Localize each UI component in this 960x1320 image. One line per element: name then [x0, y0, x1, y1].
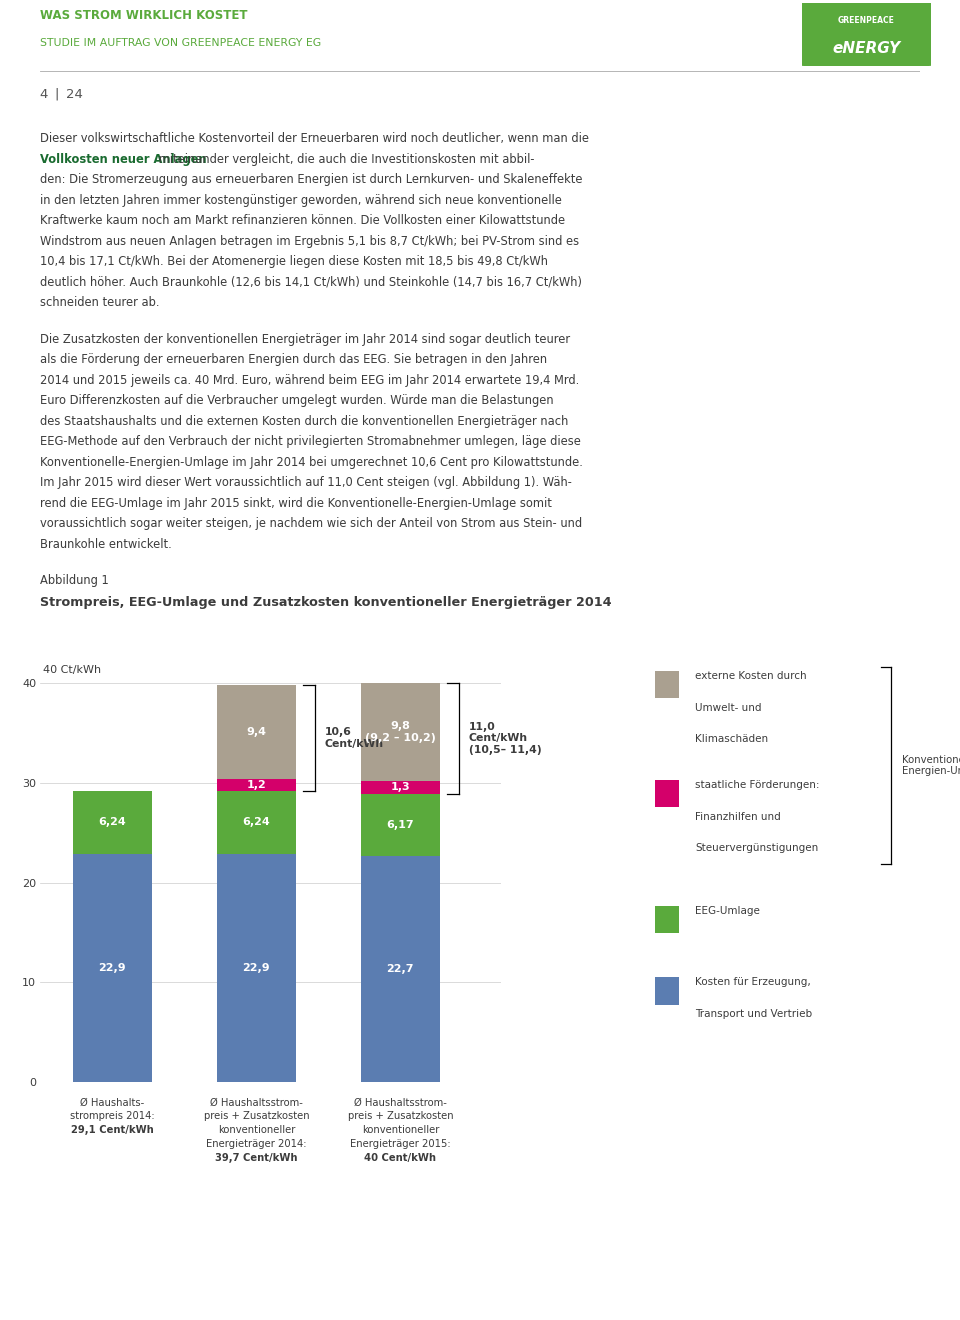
Text: 22,9: 22,9 — [99, 964, 126, 973]
Text: Konventionelle-
Energien-Umlage: Konventionelle- Energien-Umlage — [902, 755, 960, 776]
Text: miteinander vergleicht, die auch die Investitionskosten mit abbil-: miteinander vergleicht, die auch die Inv… — [156, 153, 535, 166]
Bar — [655, 780, 679, 808]
Bar — [217, 779, 296, 791]
Bar — [361, 855, 440, 1082]
Bar — [361, 781, 440, 793]
Text: staatliche Förderungen:: staatliche Förderungen: — [695, 780, 820, 791]
Text: Energieträger 2014:: Energieträger 2014: — [206, 1139, 306, 1148]
Bar — [73, 854, 152, 1082]
Bar — [361, 682, 440, 781]
Text: Konventionelle-Energien-Umlage im Jahr 2014 bei umgerechnet 10,6 Cent pro Kilowa: Konventionelle-Energien-Umlage im Jahr 2… — [40, 455, 583, 469]
Text: 6,24: 6,24 — [99, 817, 126, 828]
Text: 10,4 bis 17,1 Ct/kWh. Bei der Atomenergie liegen diese Kosten mit 18,5 bis 49,8 : 10,4 bis 17,1 Ct/kWh. Bei der Atomenergi… — [40, 255, 548, 268]
Text: 9,4: 9,4 — [247, 727, 266, 737]
Text: Energieträger 2015:: Energieträger 2015: — [350, 1139, 450, 1148]
Text: EEG-Umlage: EEG-Umlage — [695, 906, 760, 916]
Text: Ø Haushaltsstrom-: Ø Haushaltsstrom- — [210, 1097, 302, 1107]
Text: Umwelt- und: Umwelt- und — [695, 702, 761, 713]
Text: Transport und Vertrieb: Transport und Vertrieb — [695, 1008, 812, 1019]
Text: Klimaschäden: Klimaschäden — [695, 734, 768, 744]
Bar — [655, 906, 679, 933]
Text: 10,6
Cent/kWh: 10,6 Cent/kWh — [324, 727, 384, 748]
Text: Kosten für Erzeugung,: Kosten für Erzeugung, — [695, 977, 811, 987]
Text: 40 Cent/kWh: 40 Cent/kWh — [365, 1152, 436, 1163]
Bar — [217, 854, 296, 1082]
Text: Finanzhilfen und: Finanzhilfen und — [695, 812, 780, 821]
Text: Dieser volkswirtschaftliche Kostenvorteil der Erneuerbaren wird noch deutlicher,: Dieser volkswirtschaftliche Kostenvortei… — [40, 132, 589, 145]
Text: Windstrom aus neuen Anlagen betragen im Ergebnis 5,1 bis 8,7 Ct/kWh; bei PV-Stro: Windstrom aus neuen Anlagen betragen im … — [40, 235, 580, 248]
Text: 6,17: 6,17 — [387, 820, 414, 830]
Text: schneiden teurer ab.: schneiden teurer ab. — [40, 296, 159, 309]
Text: Im Jahr 2015 wird dieser Wert voraussichtlich auf 11,0 Cent steigen (vgl. Abbild: Im Jahr 2015 wird dieser Wert voraussich… — [40, 477, 572, 490]
Text: 11,0
Cent/kWh
(10,5– 11,4): 11,0 Cent/kWh (10,5– 11,4) — [468, 722, 541, 755]
Bar — [73, 791, 152, 854]
Text: Vollkosten neuer Anlagen: Vollkosten neuer Anlagen — [40, 153, 207, 166]
Bar — [217, 685, 296, 779]
Text: voraussichtlich sogar weiter steigen, je nachdem wie sich der Anteil von Strom a: voraussichtlich sogar weiter steigen, je… — [40, 517, 583, 531]
Text: als die Förderung der erneuerbaren Energien durch das EEG. Sie betragen in den J: als die Förderung der erneuerbaren Energ… — [40, 354, 547, 367]
Text: preis + Zusatzkosten: preis + Zusatzkosten — [348, 1111, 453, 1121]
Bar — [217, 791, 296, 854]
Text: 1,2: 1,2 — [247, 780, 266, 791]
Text: Die Zusatzkosten der konventionellen Energieträger im Jahr 2014 sind sogar deutl: Die Zusatzkosten der konventionellen Ene… — [40, 333, 570, 346]
Text: des Staatshaushalts und die externen Kosten durch die konventionellen Energieträ: des Staatshaushalts und die externen Kos… — [40, 414, 568, 428]
Text: den: Die Stromerzeugung aus erneuerbaren Energien ist durch Lernkurven- und Skal: den: Die Stromerzeugung aus erneuerbaren… — [40, 173, 583, 186]
Bar — [655, 977, 679, 1005]
FancyBboxPatch shape — [799, 3, 934, 66]
Text: 9,8
(9,2 – 10,2): 9,8 (9,2 – 10,2) — [365, 721, 436, 743]
Text: externe Kosten durch: externe Kosten durch — [695, 671, 806, 681]
Text: konventioneller: konventioneller — [218, 1125, 295, 1135]
Text: Steuervergünstigungen: Steuervergünstigungen — [695, 843, 818, 853]
Text: strompreis 2014:: strompreis 2014: — [70, 1111, 155, 1121]
Text: preis + Zusatzkosten: preis + Zusatzkosten — [204, 1111, 309, 1121]
Text: Ø Haushaltsstrom-: Ø Haushaltsstrom- — [354, 1097, 446, 1107]
Text: 2014 und 2015 jeweils ca. 40 Mrd. Euro, während beim EEG im Jahr 2014 erwartete : 2014 und 2015 jeweils ca. 40 Mrd. Euro, … — [40, 374, 580, 387]
Bar — [655, 671, 679, 698]
Text: GREENPEACE: GREENPEACE — [838, 16, 895, 25]
Text: deutlich höher. Auch Braunkohle (12,6 bis 14,1 Ct/kWh) und Steinkohle (14,7 bis : deutlich höher. Auch Braunkohle (12,6 bi… — [40, 276, 583, 289]
Text: Kraftwerke kaum noch am Markt refinanzieren können. Die Vollkosten einer Kilowat: Kraftwerke kaum noch am Markt refinanzie… — [40, 214, 565, 227]
Text: Euro Differenzkosten auf die Verbraucher umgelegt wurden. Würde man die Belastun: Euro Differenzkosten auf die Verbraucher… — [40, 395, 554, 408]
Text: in den letzten Jahren immer kostengünstiger geworden, während sich neue konventi: in den letzten Jahren immer kostengünsti… — [40, 194, 563, 207]
Text: WAS STROM WIRKLICH KOSTET: WAS STROM WIRKLICH KOSTET — [40, 9, 248, 22]
Text: Abbildung 1: Abbildung 1 — [40, 574, 109, 586]
Text: Braunkohle entwickelt.: Braunkohle entwickelt. — [40, 537, 172, 550]
Text: STUDIE IM AUFTRAG VON GREENPEACE ENERGY EG: STUDIE IM AUFTRAG VON GREENPEACE ENERGY … — [40, 38, 322, 49]
Text: 39,7 Cent/kWh: 39,7 Cent/kWh — [215, 1152, 298, 1163]
Text: Strompreis, EEG-Umlage und Zusatzkosten konventioneller Energieträger 2014: Strompreis, EEG-Umlage und Zusatzkosten … — [40, 597, 612, 609]
Text: EEG-Methode auf den Verbrauch der nicht privilegierten Stromabnehmer umlegen, lä: EEG-Methode auf den Verbrauch der nicht … — [40, 436, 581, 449]
Bar — [361, 793, 440, 855]
Text: 6,24: 6,24 — [243, 817, 270, 828]
Text: 22,7: 22,7 — [387, 964, 414, 974]
Text: 40 Ct/kWh: 40 Ct/kWh — [43, 665, 102, 675]
Text: 1,3: 1,3 — [391, 783, 410, 792]
Text: 29,1 Cent/kWh: 29,1 Cent/kWh — [71, 1125, 154, 1135]
Text: rend die EEG-Umlage im Jahr 2015 sinkt, wird die Konventionelle-Energien-Umlage : rend die EEG-Umlage im Jahr 2015 sinkt, … — [40, 496, 552, 510]
Text: Ø Haushalts-: Ø Haushalts- — [81, 1097, 144, 1107]
Text: eNERGY: eNERGY — [832, 41, 900, 55]
Text: 4 | 24: 4 | 24 — [40, 87, 84, 100]
Text: 22,9: 22,9 — [243, 964, 270, 973]
Text: konventioneller: konventioneller — [362, 1125, 439, 1135]
